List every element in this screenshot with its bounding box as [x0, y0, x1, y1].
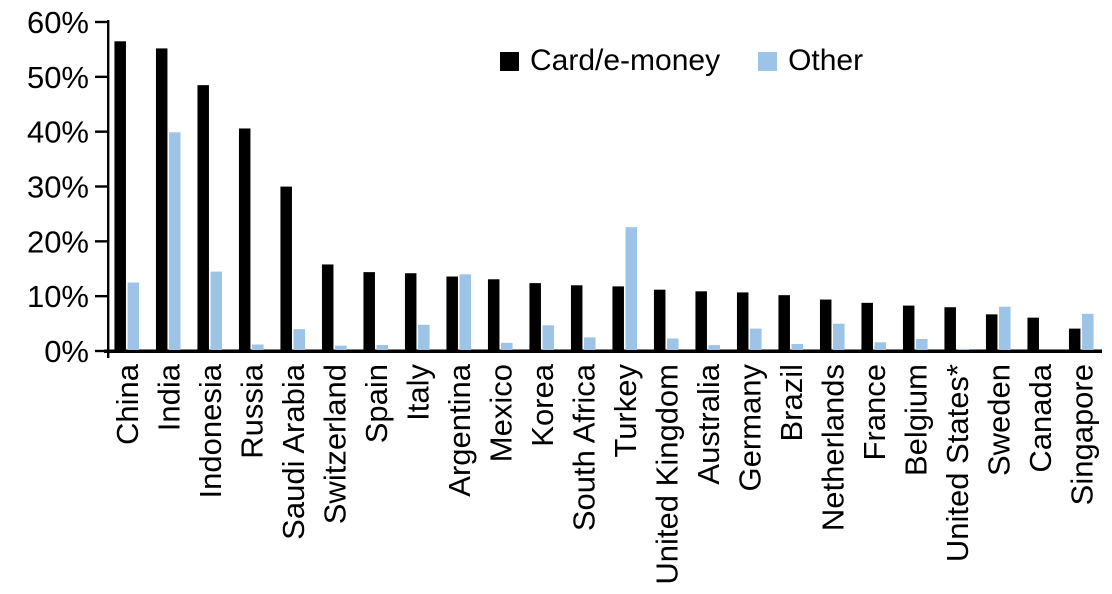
bar-card-e-money-united-states [944, 307, 956, 350]
legend-swatch-other [758, 51, 778, 71]
y-axis-line [107, 20, 110, 358]
bar-card-e-money-belgium [902, 305, 915, 350]
bar-other-korea [542, 325, 555, 350]
bar-card-e-money-netherlands [819, 299, 832, 350]
bar-card-e-money-sweden [985, 314, 998, 350]
bar-other-spain [376, 345, 389, 350]
bar-card-e-money-australia [695, 291, 707, 350]
y-axis-label-40: 40% [27, 115, 89, 150]
y-axis-label-20: 20% [27, 224, 89, 259]
legend-label-other: Other [788, 44, 864, 77]
bar-other-netherlands [833, 323, 845, 350]
x-axis-label-france: France [857, 364, 892, 460]
x-axis-label-sweden: Sweden [981, 364, 1016, 476]
bar-other-saudi-arabia [293, 329, 306, 350]
bar-card-e-money-india [155, 48, 168, 351]
y-axis-tick-30 [95, 185, 109, 188]
x-axis-label-mexico: Mexico [483, 364, 518, 462]
bar-card-e-money-switzerland [321, 264, 334, 350]
bar-other-russia [252, 344, 264, 350]
chart-legend: Card/e-money Other [500, 42, 863, 80]
y-axis-label-0: 0% [44, 334, 89, 369]
bar-card-e-money-italy [404, 273, 417, 350]
x-axis-label-turkey: Turkey [608, 364, 643, 458]
x-axis-label-korea: Korea [525, 363, 560, 446]
bar-card-e-money-canada [1027, 317, 1039, 350]
bar-other-united-states [957, 348, 970, 350]
bar-other-mexico [501, 342, 513, 350]
bar-card-e-money-spain [363, 272, 375, 350]
legend-item-card-e-money: Card/e-money [500, 46, 720, 76]
x-axis-label-saudi-arabia: Saudi Arabia [276, 363, 311, 540]
bar-card-e-money-argentina [446, 276, 458, 350]
y-axis-label-30: 30% [27, 170, 89, 205]
x-axis-label-italy: Italy [400, 364, 435, 421]
bar-other-sweden [999, 306, 1011, 350]
legend-label-card-e-money: Card/e-money [530, 44, 721, 77]
bar-card-e-money-mexico [487, 279, 500, 350]
x-axis-label-russia: Russia [234, 363, 269, 459]
legend-item-other: Other [758, 46, 863, 76]
bar-other-germany [750, 328, 762, 350]
y-axis-label-50: 50% [27, 60, 89, 95]
y-axis-tick-60 [95, 20, 109, 24]
x-axis-label-switzerland: Switzerland [317, 364, 352, 524]
bar-card-e-money-united-kingdom [653, 289, 666, 350]
y-axis-label-60: 60% [27, 5, 89, 40]
x-axis-label-indonesia: Indonesia [193, 363, 228, 498]
x-axis-label-netherlands: Netherlands [815, 364, 850, 531]
bar-card-e-money-russia [238, 128, 251, 350]
bar-card-e-money-saudi-arabia [280, 186, 292, 350]
bar-other-south-africa [584, 337, 596, 350]
bar-card-e-money-singapore [1068, 328, 1081, 350]
legend-swatch-card-e-money [500, 51, 519, 71]
bar-card-e-money-south-africa [570, 285, 583, 350]
x-axis-label-south-africa: South Africa [566, 363, 601, 531]
bar-other-switzerland [335, 345, 347, 350]
x-axis-label-belgium: Belgium [898, 364, 933, 476]
x-axis-label-brazil: Brazil [774, 364, 809, 442]
x-axis-label-india: India [151, 363, 186, 431]
bar-other-united-kingdom [667, 338, 679, 350]
x-axis-label-china: China [110, 363, 145, 445]
bar-other-china [127, 282, 140, 350]
y-axis-tick-50 [95, 75, 109, 79]
x-axis-label-united-states: United States* [940, 364, 975, 562]
bar-card-e-money-france [861, 302, 873, 350]
x-axis-label-australia: Australia [691, 363, 726, 484]
bar-card-e-money-china [114, 41, 126, 351]
x-axis-label-united-kingdom: United Kingdom [649, 364, 684, 585]
x-axis-line [104, 349, 1102, 353]
bar-other-india [169, 132, 181, 350]
y-axis-tick-0 [95, 349, 109, 353]
y-axis-tick-10 [95, 294, 109, 298]
x-axis-label-spain: Spain [359, 364, 394, 443]
bar-other-australia [708, 345, 721, 350]
bar-other-italy [418, 324, 430, 350]
bar-other-france [874, 342, 887, 350]
bar-card-e-money-germany [736, 292, 749, 350]
x-axis-label-canada: Canada [1023, 363, 1058, 472]
bar-card-e-money-korea [529, 283, 541, 350]
bar-other-indonesia [210, 271, 223, 350]
bar-other-argentina [459, 274, 472, 350]
y-axis-tick-20 [95, 240, 109, 243]
bar-other-brazil [791, 343, 804, 350]
bar-card-e-money-brazil [778, 295, 790, 350]
bar-other-turkey [625, 227, 638, 350]
x-axis-label-argentina: Argentina [442, 363, 477, 496]
bar-other-belgium [916, 339, 928, 350]
x-axis-label-germany: Germany [732, 364, 767, 492]
bar-card-e-money-turkey [612, 286, 624, 350]
bar-card-e-money-indonesia [197, 85, 209, 350]
y-axis-label-10: 10% [27, 279, 89, 314]
x-axis-label-singapore: Singapore [1064, 364, 1099, 505]
y-axis-tick-40 [95, 130, 109, 133]
bar-other-singapore [1082, 313, 1094, 350]
